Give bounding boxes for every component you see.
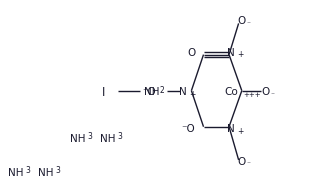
Text: 3: 3 <box>25 166 30 175</box>
Text: N: N <box>179 87 186 98</box>
Text: NH: NH <box>144 87 159 98</box>
Text: 3: 3 <box>56 166 60 175</box>
Text: 2: 2 <box>160 86 165 95</box>
Text: 3: 3 <box>118 132 122 141</box>
Text: ⁻O: ⁻O <box>143 87 156 98</box>
Text: O: O <box>238 16 246 27</box>
Text: +: + <box>238 127 244 136</box>
Text: N: N <box>227 48 235 58</box>
Text: ⁻O: ⁻O <box>182 124 195 134</box>
Text: NH: NH <box>70 134 86 144</box>
Text: NH: NH <box>8 168 24 178</box>
Text: O: O <box>187 48 195 58</box>
Text: N: N <box>227 124 235 134</box>
Text: O: O <box>262 87 270 98</box>
Text: ⁻: ⁻ <box>246 19 250 28</box>
Text: +++: +++ <box>243 92 261 98</box>
Text: 3: 3 <box>87 132 92 141</box>
Text: NH: NH <box>38 168 54 178</box>
Text: ⁻: ⁻ <box>246 160 250 169</box>
Text: NH: NH <box>100 134 116 144</box>
Text: +: + <box>189 90 195 99</box>
Text: Co: Co <box>225 87 239 98</box>
Text: +: + <box>238 51 244 59</box>
Text: ⁻: ⁻ <box>271 90 275 99</box>
Text: O: O <box>238 157 246 167</box>
Text: I: I <box>102 86 105 99</box>
